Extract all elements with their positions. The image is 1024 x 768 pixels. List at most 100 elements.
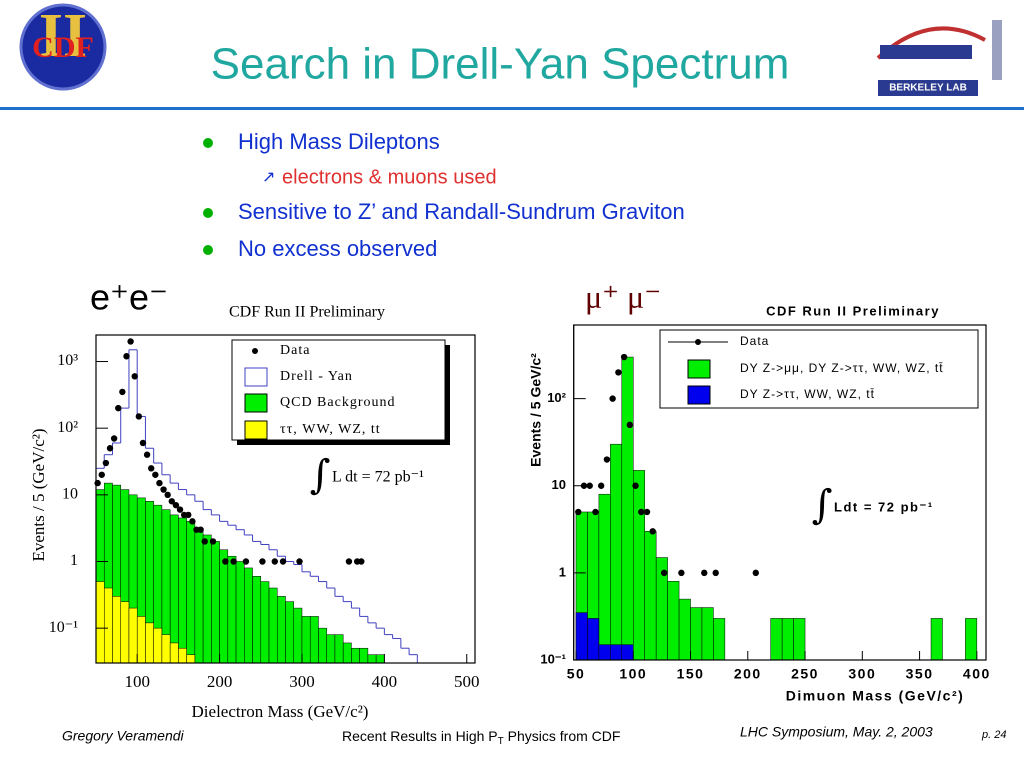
data-point (678, 569, 685, 577)
y-tick-label: 1 (70, 552, 78, 569)
histogram-bar (309, 616, 319, 664)
histogram-bar (367, 654, 377, 664)
logo-text: CDF (32, 31, 94, 64)
x-tick-label: 500 (454, 672, 480, 691)
histogram-bar (169, 642, 179, 664)
data-point (131, 373, 138, 380)
sub-bullet-arrow: ↗ (262, 169, 275, 186)
footer-event: LHC Symposium, May. 2, 2003 (740, 724, 933, 740)
x-tick-label: 250 (791, 666, 819, 682)
legend-swatch (244, 420, 268, 440)
data-point (271, 558, 278, 565)
histogram-bar (103, 587, 113, 664)
histogram-bar (793, 618, 806, 661)
logo-text: BERKELEY LAB (889, 83, 967, 94)
histogram-bar (153, 627, 163, 664)
y-axis-label: Events / 5 (GeV/c²) (29, 428, 48, 561)
legend-swatch (687, 359, 711, 379)
bullet-dot (203, 138, 213, 148)
data-point (603, 456, 611, 463)
histogram-bar (268, 587, 278, 664)
histogram-bar (128, 607, 138, 664)
legend-label: ττ, WW, WZ, tt (280, 422, 381, 437)
logo-circle (19, 3, 107, 91)
data-point (615, 369, 622, 376)
data-point (620, 353, 628, 361)
data-point (242, 558, 250, 565)
x-tick-label: 200 (734, 666, 762, 682)
data-point (135, 413, 143, 420)
plot-frame-outline (95, 334, 476, 664)
histogram-bar (145, 622, 154, 664)
histogram-bar (211, 541, 220, 664)
histogram-bar (169, 514, 179, 664)
annotation: Ldt = 72 pb⁻¹ (834, 499, 934, 514)
legend-swatch (244, 393, 268, 413)
footer-talk-sub: T (498, 736, 504, 747)
histogram-bar (260, 581, 270, 664)
legend-marker (252, 348, 258, 354)
legend-box (659, 329, 979, 409)
histogram-bar (610, 443, 623, 661)
legend-swatch (687, 385, 711, 405)
histogram-bar (678, 598, 691, 661)
histogram-bar (351, 647, 360, 664)
histogram-bar (621, 356, 634, 661)
legend-label: DY Z->μμ, DY Z->ττ, WW, WZ, tt̄ (740, 361, 944, 375)
histogram-bar (701, 607, 714, 661)
logo-bars (880, 45, 972, 59)
histogram-bar (375, 654, 385, 664)
histogram-bar (112, 596, 121, 664)
data-point (632, 482, 639, 489)
legend-marker (695, 339, 701, 345)
histogram-bar (610, 644, 623, 661)
data-point (345, 558, 353, 565)
y-tick-label: 10³ (57, 352, 78, 369)
histogram-bar (277, 596, 286, 664)
histogram-bar (621, 644, 634, 661)
data-point (222, 558, 229, 565)
data-point (358, 558, 365, 565)
histogram-bar (293, 607, 303, 664)
data-point (110, 435, 118, 442)
logo-banner (878, 80, 978, 96)
legend-label: QCD Background (280, 395, 396, 410)
histogram-bar (244, 567, 253, 664)
data-point (98, 471, 105, 478)
histogram-bar (186, 654, 196, 664)
plot-label: μ⁺ μ⁻ (585, 278, 661, 314)
data-point (152, 471, 159, 478)
histogram-bar (219, 549, 229, 664)
data-point (106, 445, 114, 452)
histogram-bar (252, 576, 262, 664)
legend-label: Data (280, 343, 310, 358)
data-point (752, 569, 759, 577)
y-tick-label: 10⁻¹ (540, 651, 566, 666)
footer-talk-part: Physics from CDF (504, 728, 621, 744)
logo-numeral: II (39, 2, 87, 70)
data-point (259, 558, 266, 565)
histogram-bar (690, 607, 703, 661)
x-axis-label: Dimuon Mass (GeV/c²) (786, 688, 965, 704)
chart-title: CDF Run II Preliminary (229, 304, 385, 321)
histogram-bar (644, 531, 657, 661)
histogram-bar (227, 555, 237, 664)
data-point (123, 353, 130, 360)
histogram-bar (178, 517, 187, 664)
berkeley-logo: BERKELEY LAB (876, 20, 1002, 96)
bullet-dot (203, 208, 213, 218)
histogram-bar (202, 534, 212, 664)
data-point (119, 388, 126, 396)
x-tick-label: 350 (906, 666, 934, 682)
histogram-bar (713, 618, 726, 661)
histogram-bar (120, 601, 130, 664)
data-point (296, 558, 303, 565)
data-point (701, 569, 708, 577)
data-point (176, 506, 184, 513)
data-point (592, 508, 599, 516)
x-tick-label: 50 (567, 666, 586, 682)
data-point (143, 451, 151, 458)
bullet-text: No excess observed (238, 236, 437, 261)
y-tick-label: 10 (552, 477, 566, 492)
